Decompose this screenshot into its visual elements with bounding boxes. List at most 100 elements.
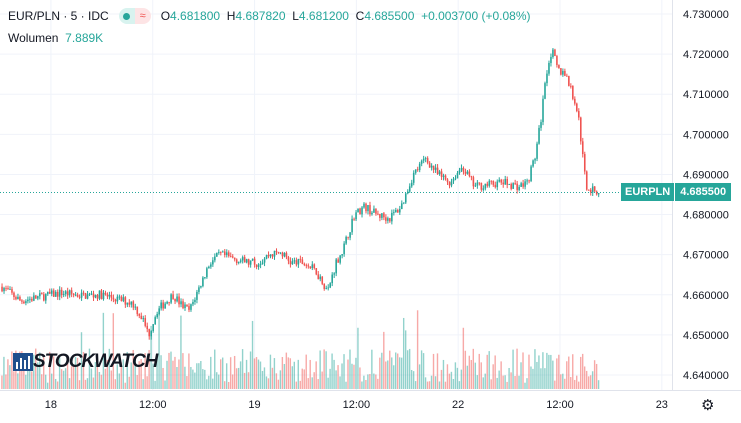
candle-body [472, 177, 475, 187]
candle-body [406, 191, 409, 194]
volume-bar [430, 375, 433, 389]
volume-bar [281, 357, 284, 389]
candle-body [402, 202, 405, 204]
volume-bar [297, 359, 299, 389]
volume-bar [126, 351, 128, 389]
candle-body [444, 175, 447, 180]
candle-body [50, 290, 53, 294]
candle-body [500, 179, 503, 183]
time-axis[interactable]: 18 12:00 19 12:00 22 12:00 23 [0, 390, 741, 418]
volume-bar [192, 369, 194, 389]
volume-bar [574, 379, 576, 389]
candle-body [23, 301, 25, 304]
volume-bar [25, 374, 27, 389]
gear-icon[interactable]: ⚙ [701, 397, 715, 414]
candle-body [542, 98, 544, 123]
volume-bar [460, 369, 463, 389]
volume-bar [76, 357, 79, 389]
candle-body [5, 287, 7, 289]
candle-body [412, 172, 415, 183]
volume-bar [188, 353, 190, 389]
candle-body [227, 252, 230, 256]
compare-toggle[interactable]: ≈ [118, 8, 151, 24]
symbol-title[interactable]: EUR/PLN · 5 · IDC [8, 9, 109, 23]
volume-bar [576, 375, 578, 389]
volume-bar [235, 368, 238, 389]
candle-body [422, 158, 425, 161]
candle-body [512, 183, 514, 189]
candle-body [134, 306, 137, 308]
candle-body [218, 252, 220, 253]
candle-body [76, 294, 79, 297]
volume-bar [136, 375, 138, 389]
candle-body [442, 175, 445, 177]
candle-body [337, 259, 339, 263]
candle-body [96, 294, 99, 299]
x-tick-label: 12:00 [343, 399, 371, 411]
volume-bar [470, 359, 473, 389]
volume-bar [428, 381, 431, 389]
volume-bar [225, 363, 228, 389]
candle-body [450, 181, 453, 186]
volume-bar [172, 360, 174, 389]
volume-bar [554, 380, 556, 389]
volume-bar [132, 349, 134, 389]
volume-bar [214, 349, 216, 389]
x-tick-label: 18 [45, 399, 57, 411]
symbol-legend: EUR/PLN · 5 · IDC ≈ O4.681800 H4.687820 … [8, 8, 530, 24]
volume-bar [218, 374, 220, 389]
volume-bar [100, 374, 103, 389]
volume-bar [375, 374, 377, 389]
volume-bar [229, 357, 232, 389]
candle-body [138, 314, 141, 316]
candle-body [142, 318, 145, 320]
candle-body [184, 304, 186, 309]
candle-body [536, 143, 538, 159]
volume-bar [227, 381, 230, 389]
candle-body [58, 289, 61, 297]
volume-bar [249, 351, 252, 389]
volume-label[interactable]: Wolumen [8, 31, 59, 45]
candle-body [56, 291, 59, 297]
volume-bar [273, 358, 276, 389]
x-tick-label: 19 [248, 399, 260, 411]
volume-bar [564, 378, 566, 389]
volume-bar [399, 357, 401, 389]
volume-bar [438, 381, 441, 389]
volume-bar [293, 361, 295, 389]
volume-bar [321, 371, 323, 389]
candle-body [17, 296, 19, 300]
volume-bar [305, 354, 307, 389]
candle-body [331, 274, 333, 284]
volume-bar [345, 381, 347, 389]
candle-body [239, 260, 242, 262]
volume-bar [400, 357, 403, 389]
volume-bar [540, 368, 542, 389]
volume-bar [404, 330, 407, 389]
candle-body [132, 301, 135, 308]
volume-bar [29, 369, 31, 389]
volume-bar [94, 362, 97, 389]
candle-body [562, 71, 564, 75]
volume-bar [583, 366, 586, 389]
candle-body [44, 294, 47, 301]
candle-body [311, 264, 314, 269]
volume-bar [251, 320, 254, 389]
volume-bar [291, 366, 294, 389]
volume-bar [267, 378, 270, 389]
candle-body [70, 290, 73, 294]
volume-bar [544, 368, 546, 389]
volume-bar [452, 378, 455, 389]
candle-body [299, 258, 302, 260]
volume-bar [570, 377, 572, 389]
volume-bar [361, 381, 363, 389]
volume-bar [528, 354, 530, 389]
candle-body [7, 288, 9, 290]
candle-body [243, 257, 246, 263]
candle-body [25, 301, 27, 304]
candle-body [524, 181, 526, 187]
volume-bar [7, 359, 9, 389]
volume-bar [35, 348, 37, 389]
